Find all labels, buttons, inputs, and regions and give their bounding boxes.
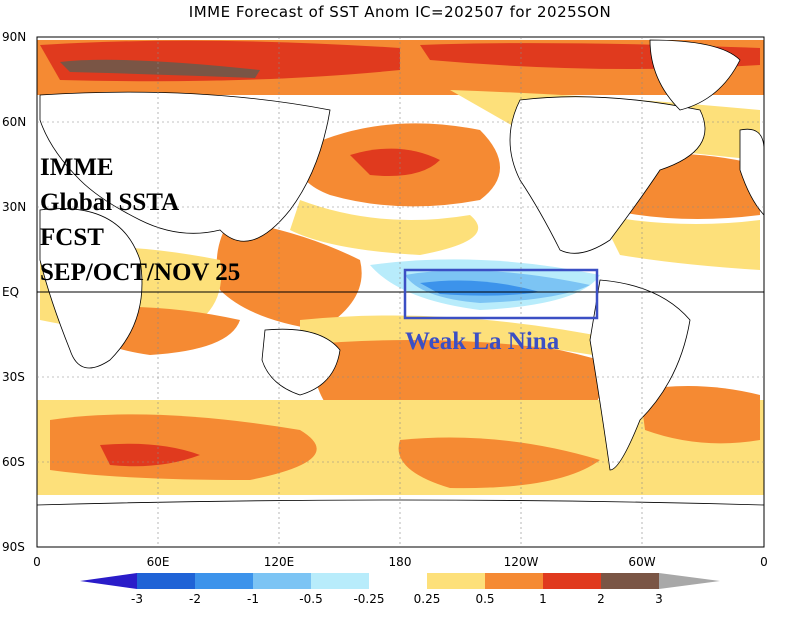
colorbar-label: 1 <box>539 592 547 606</box>
lat-label-90n: 90N <box>2 30 27 44</box>
antarctica <box>37 499 764 547</box>
lat-label-eq: EQ <box>2 285 20 299</box>
lon-label-180: 180 <box>388 555 412 569</box>
lon-label-120e: 120E <box>263 555 295 569</box>
arctic-extreme <box>60 59 260 78</box>
africa <box>39 208 143 369</box>
lon-label-0: 0 <box>33 555 41 569</box>
colorbar-label: 0.5 <box>475 592 495 606</box>
overlay-line-4: SEP/OCT/NOV 25 <box>40 259 241 286</box>
eurasia <box>39 91 331 242</box>
overlay-line-3: FCST <box>40 224 104 251</box>
colorbar <box>80 573 720 589</box>
lat-label-30s: 30S <box>2 370 25 384</box>
forecast-overlay-text: IMME Global SSTA FCST SEP/OCT/NOV 25 <box>40 150 240 290</box>
colorbar-label: -0.5 <box>299 592 323 606</box>
west-pacific-warm <box>216 220 362 330</box>
colorbar-label: -3 <box>131 592 143 606</box>
australia <box>261 328 341 396</box>
la-nina-box <box>403 268 599 320</box>
map-title: IMME Forecast of SST Anom IC=202507 for … <box>188 3 612 21</box>
colorbar-label: -2 <box>189 592 201 606</box>
lat-label-60s: 60S <box>2 455 25 469</box>
north-america <box>509 96 706 254</box>
overlay-line-2: Global SSTA <box>40 189 180 216</box>
europe-right <box>739 128 764 216</box>
greenland <box>649 39 741 111</box>
colorbar-label: -1 <box>247 592 259 606</box>
colorbar-left-arrow <box>80 573 137 589</box>
colorbar-label: 2 <box>597 592 605 606</box>
lat-label-90s: 90S <box>2 540 25 554</box>
south-america <box>589 279 691 471</box>
lon-label-120w: 120W <box>503 555 539 569</box>
overlay-line-1: IMME <box>40 154 114 181</box>
colorbar-label: -0.25 <box>353 592 385 606</box>
colorbar-label: 0.25 <box>413 592 441 606</box>
colorbar-label: 3 <box>655 592 663 606</box>
lat-label-30n: 30N <box>2 200 27 214</box>
lon-label-0-right: 0 <box>760 555 768 569</box>
land-masses <box>37 39 764 547</box>
lon-label-60e: 60E <box>146 555 170 569</box>
colorbar-right-arrow <box>659 573 720 589</box>
lat-label-60n: 60N <box>2 115 27 129</box>
lon-label-60w: 60W <box>628 555 656 569</box>
la-nina-annotation: Weak La Nina <box>405 328 560 355</box>
